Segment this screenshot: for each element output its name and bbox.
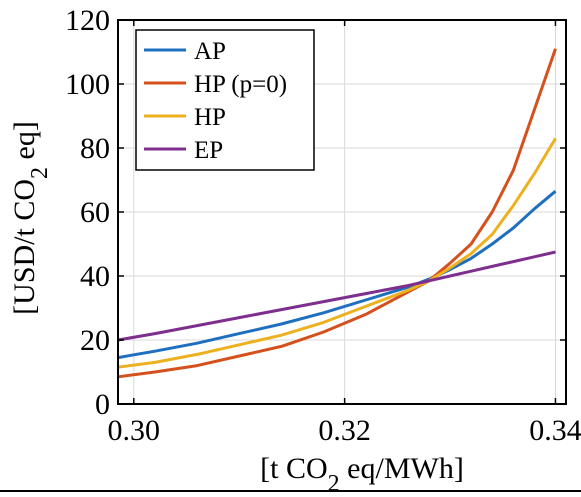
y-axis-label: [USD/t CO2 eq] [8, 121, 53, 315]
legend-label: HP (p=0) [194, 71, 287, 98]
bottom-divider [0, 490, 581, 492]
y-tick-label: 120 [65, 4, 110, 37]
legend-label: AP [194, 38, 226, 65]
legend-label: HP [194, 104, 226, 131]
y-tick-label: 40 [80, 260, 110, 293]
x-tick-label: 0.34 [529, 414, 581, 447]
x-tick-label: 0.32 [318, 414, 371, 447]
axis-ticks: 0 20 40 60 80 100 120 0.30 0.32 0.34 [65, 4, 581, 447]
y-tick-label: 80 [80, 132, 110, 165]
series-line-ep [117, 250, 556, 342]
series-line-ap [117, 190, 557, 360]
x-tick-label: 0.30 [108, 414, 161, 447]
y-tick-label: 100 [65, 68, 110, 101]
legend: AP HP (p=0) HP EP [135, 29, 315, 171]
legend-label: EP [194, 137, 223, 164]
y-tick-label: 20 [80, 324, 110, 357]
legend-box [135, 29, 315, 171]
series-line-hp [117, 137, 557, 369]
series-lines [117, 48, 557, 379]
y-tick-label: 60 [80, 196, 110, 229]
y-tick-label: 0 [95, 388, 110, 421]
